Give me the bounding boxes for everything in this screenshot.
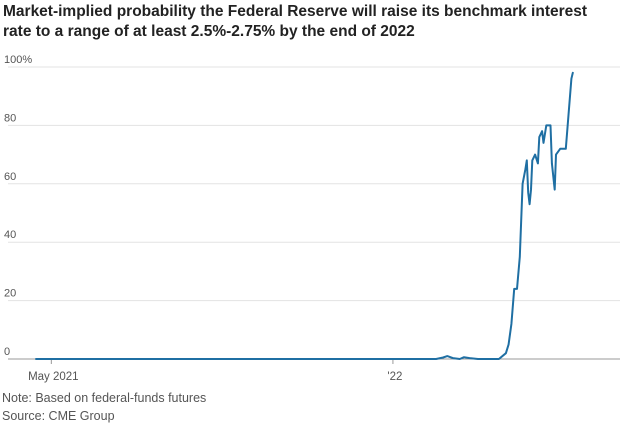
x-axis-ticks: May 2021 '22	[28, 359, 402, 383]
x-tick-label: May 2021	[28, 371, 79, 383]
series-line	[35, 71, 574, 360]
y-tick-label: 60	[4, 171, 16, 183]
y-axis-ticks: 100% 80 60 40 20 0	[4, 54, 32, 358]
chart-title: Market-implied probability the Federal R…	[3, 3, 588, 40]
y-tick-label: 40	[4, 229, 16, 241]
chart-note: Note: Based on federal-funds futures	[2, 391, 207, 405]
chart-source: Source: CME Group	[2, 409, 115, 423]
y-tick-label: 20	[4, 288, 16, 300]
y-tick-label: 0	[4, 346, 10, 358]
y-tick-label: 80	[4, 112, 16, 124]
x-tick-label: '22	[387, 371, 402, 383]
grid-lines	[8, 66, 620, 360]
y-tick-label: 100%	[4, 54, 32, 66]
